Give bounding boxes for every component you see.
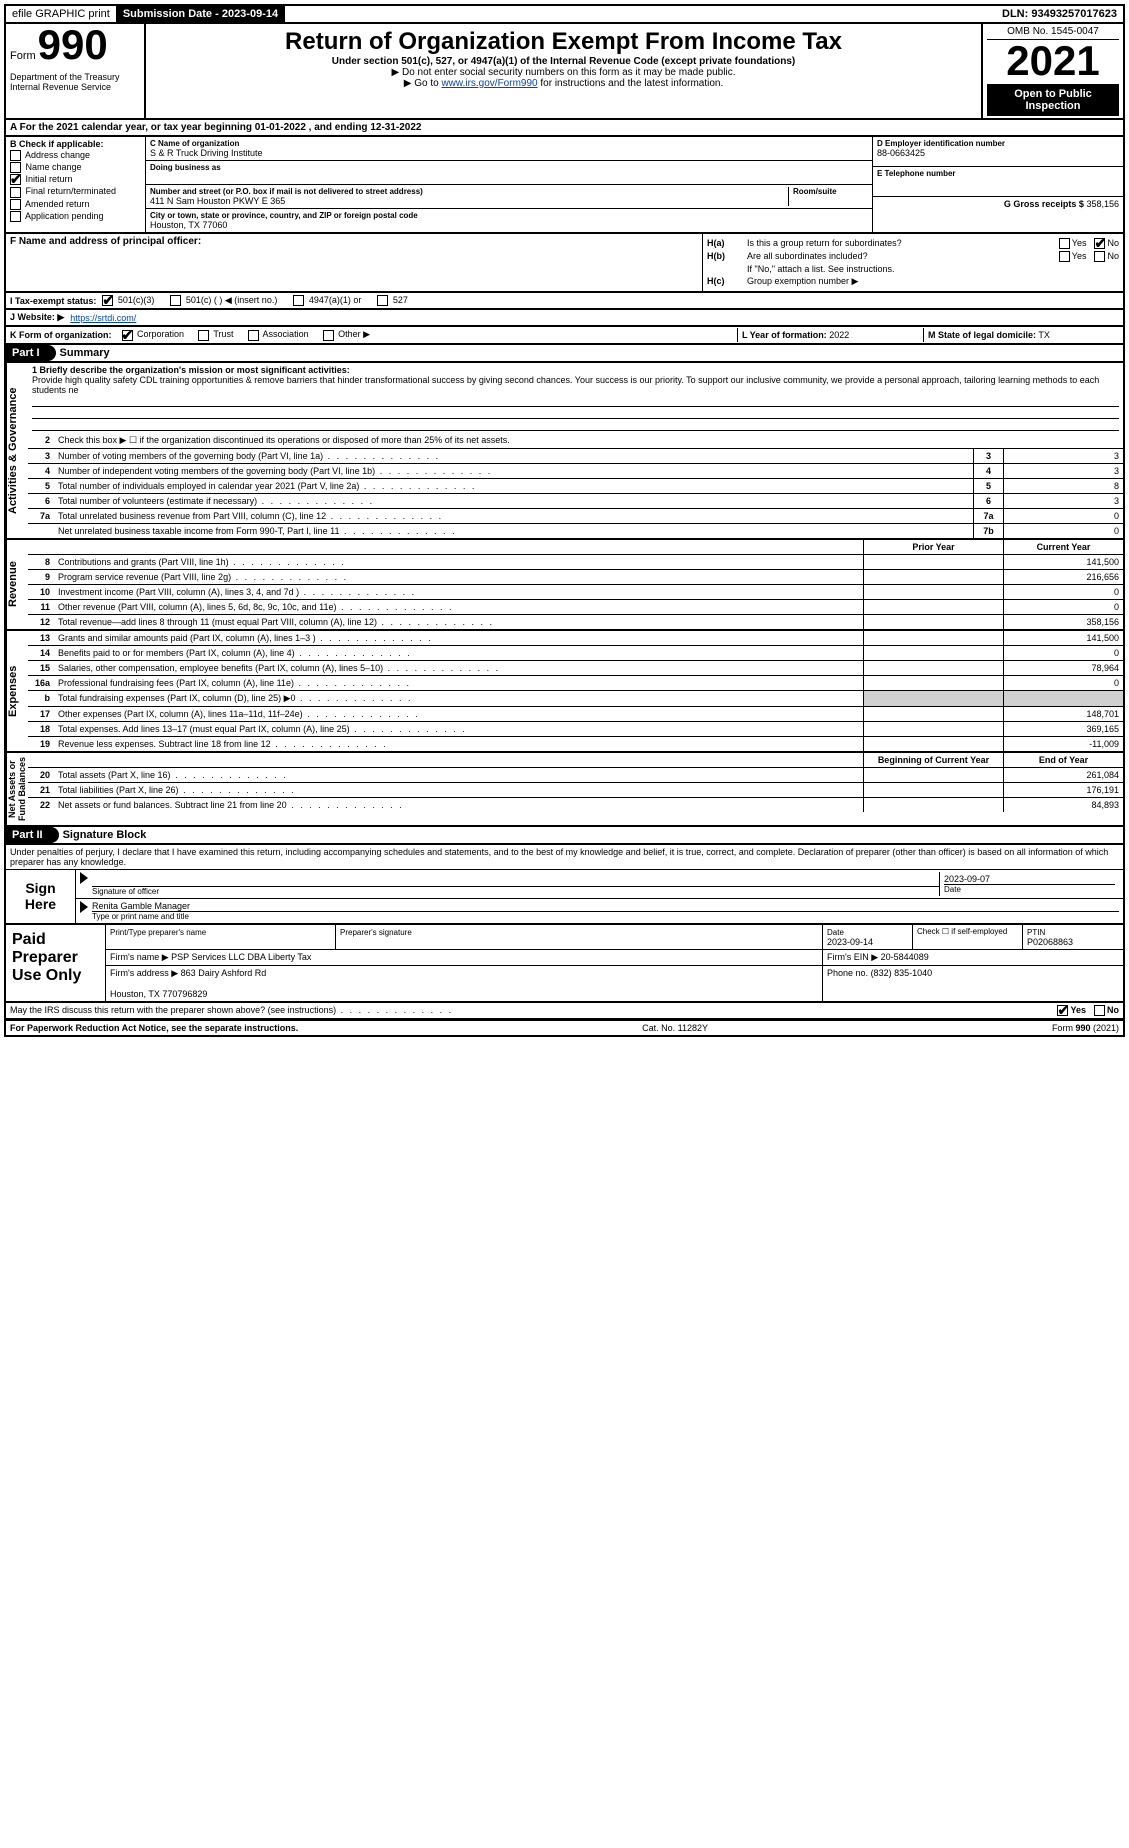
table-row: 20Total assets (Part X, line 16)261,084 [28,768,1123,783]
sig-arrow-icon [80,872,88,884]
tax-status-option[interactable]: 501(c) ( ) ◀ (insert no.) [170,295,277,306]
hb-no-checkbox[interactable] [1094,251,1105,262]
form-title: Return of Organization Exempt From Incom… [152,28,975,56]
table-row: 10Investment income (Part VIII, column (… [28,585,1123,600]
summary-netassets: Net Assets or Fund Balances Beginning of… [4,753,1125,827]
section-fh: F Name and address of principal officer:… [4,234,1125,293]
table-row: 13Grants and similar amounts paid (Part … [28,631,1123,646]
box-b: B Check if applicable: Address change Na… [6,137,146,232]
table-row: 3Number of voting members of the governi… [28,449,1123,464]
dept-label: Department of the Treasury Internal Reve… [10,72,140,92]
sig-arrow-icon [80,901,88,913]
form-note1: ▶ Do not enter social security numbers o… [152,67,975,78]
hb-yes-checkbox[interactable] [1059,251,1070,262]
summary-governance: Activities & Governance 1 Briefly descri… [4,363,1125,540]
submission-date-button[interactable]: Submission Date - 2023-09-14 [117,6,285,22]
irs-link[interactable]: www.irs.gov/Form990 [441,78,537,89]
ha-yes-checkbox[interactable] [1059,238,1070,249]
gross-receipts: 358,156 [1086,199,1119,209]
line-a: A For the 2021 calendar year, or tax yea… [4,120,1125,137]
box-b-option[interactable]: Final return/terminated [10,186,141,197]
table-row: Net unrelated business taxable income fr… [28,524,1123,538]
table-row: 5Total number of individuals employed in… [28,479,1123,494]
dln-label: DLN: 93493257017623 [996,6,1123,22]
box-b-option[interactable]: Name change [10,162,141,173]
sig-date: 2023-09-07 [944,874,1115,884]
table-row: 4Number of independent voting members of… [28,464,1123,479]
table-row: 8Contributions and grants (Part VIII, li… [28,555,1123,570]
table-row: 9Program service revenue (Part VIII, lin… [28,570,1123,585]
table-row: 16aProfessional fundraising fees (Part I… [28,676,1123,691]
prep-date: 2023-09-14 [827,937,873,947]
org-form-option[interactable]: Trust [198,329,234,340]
section-bcdeg: B Check if applicable: Address change Na… [4,137,1125,234]
table-row: 22Net assets or fund balances. Subtract … [28,798,1123,812]
box-b-option[interactable]: Amended return [10,199,141,210]
org-form-option[interactable]: Corporation [122,329,185,340]
table-row: 21Total liabilities (Part X, line 26)176… [28,783,1123,798]
row-j: J Website: ▶ https://srtdi.com/ [4,310,1125,327]
efile-topbar: efile GRAPHIC print Submission Date - 20… [4,4,1125,24]
ha-no-checkbox[interactable] [1094,238,1105,249]
tax-status-option[interactable]: 4947(a)(1) or [293,295,361,306]
officer-name: Renita Gamble Manager [92,901,1119,911]
table-row: bTotal fundraising expenses (Part IX, co… [28,691,1123,707]
form-header: Form 990 Department of the Treasury Inte… [4,24,1125,120]
org-form-option[interactable]: Association [248,329,309,340]
mission-text: Provide high quality safety CDL training… [32,375,1119,395]
row-klm: K Form of organization: Corporation Trus… [4,327,1125,344]
ptin: P02068863 [1027,937,1073,947]
box-c: C Name of organization S & R Truck Drivi… [146,137,873,232]
website-link[interactable]: https://srtdi.com/ [70,313,136,323]
table-row: 19Revenue less expenses. Subtract line 1… [28,737,1123,751]
table-row: 17Other expenses (Part IX, column (A), l… [28,707,1123,722]
form-number: 990 [38,26,108,64]
paid-preparer: Paid Preparer Use Only Print/Type prepar… [4,925,1125,1003]
box-de: D Employer identification number 88-0663… [873,137,1123,232]
table-row: 6Total number of volunteers (estimate if… [28,494,1123,509]
open-inspection: Open to Public Inspection [987,84,1119,116]
discuss-yes-checkbox[interactable] [1057,1005,1068,1016]
firm-ein: 20-5844089 [881,952,929,962]
state-domicile: TX [1038,330,1050,340]
org-address: 411 N Sam Houston PKWY E 365 [150,196,788,206]
page-footer: For Paperwork Reduction Act Notice, see … [4,1020,1125,1037]
firm-name: PSP Services LLC DBA Liberty Tax [171,952,311,962]
table-row: 7aTotal unrelated business revenue from … [28,509,1123,524]
org-form-option[interactable]: Other ▶ [323,329,370,340]
efile-label: efile GRAPHIC print [6,6,117,22]
discuss-no-checkbox[interactable] [1094,1005,1105,1016]
tax-year: 2021 [987,40,1119,82]
org-city: Houston, TX 77060 [150,220,868,230]
part2-bar: Part II Signature Block [4,827,1125,845]
box-b-option[interactable]: Application pending [10,211,141,222]
box-b-option[interactable]: Initial return [10,174,141,185]
form-note2: ▶ Go to www.irs.gov/Form990 for instruct… [152,78,975,89]
table-row: 12Total revenue—add lines 8 through 11 (… [28,615,1123,629]
ein: 88-0663425 [877,148,1119,158]
summary-revenue: Revenue Prior Year Current Year 8Contrib… [4,540,1125,631]
firm-phone: (832) 835-1040 [871,968,933,978]
form-prefix: Form [10,50,36,62]
tax-status-option[interactable]: 527 [377,295,408,306]
tax-status-option[interactable]: 501(c)(3) [102,295,154,306]
org-name: S & R Truck Driving Institute [150,148,868,158]
table-row: 15Salaries, other compensation, employee… [28,661,1123,676]
table-row: 14Benefits paid to or for members (Part … [28,646,1123,661]
row-i: I Tax-exempt status: 501(c)(3) 501(c) ( … [4,293,1125,310]
discuss-row: May the IRS discuss this return with the… [4,1003,1125,1020]
table-row: 18Total expenses. Add lines 13–17 (must … [28,722,1123,737]
box-b-option[interactable]: Address change [10,150,141,161]
signature-block: Under penalties of perjury, I declare th… [4,845,1125,925]
table-row: 11Other revenue (Part VIII, column (A), … [28,600,1123,615]
part1-bar: Part I Summary [4,345,1125,363]
form-subtitle: Under section 501(c), 527, or 4947(a)(1)… [152,56,975,67]
summary-expenses: Expenses 13Grants and similar amounts pa… [4,631,1125,753]
year-formation: 2022 [829,330,849,340]
